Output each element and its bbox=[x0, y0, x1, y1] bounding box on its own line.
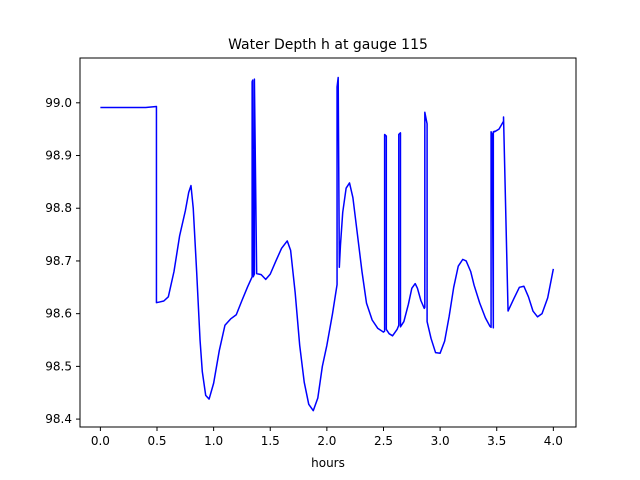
y-tick-label: 98.8 bbox=[45, 201, 72, 215]
x-tick-label: 0.5 bbox=[147, 434, 166, 448]
x-tick-label: 1.5 bbox=[261, 434, 280, 448]
x-tick-label: 1.0 bbox=[204, 434, 223, 448]
plot-area bbox=[100, 76, 555, 412]
x-tick-label: 4.0 bbox=[544, 434, 563, 448]
y-tick-label: 98.6 bbox=[45, 307, 72, 321]
y-tick-label: 98.5 bbox=[45, 359, 72, 373]
chart-title: Water Depth h at gauge 115 bbox=[228, 37, 428, 53]
x-tick-label: 0.0 bbox=[91, 434, 110, 448]
y-axis-ticks: 98.4 98.5 98.6 98.7 98.8 98.9 99.0 bbox=[45, 96, 80, 426]
x-tick-label: 3.0 bbox=[431, 434, 450, 448]
y-tick-label: 98.4 bbox=[45, 412, 72, 426]
axes-frame bbox=[79, 57, 577, 428]
x-tick-label: 2.5 bbox=[374, 434, 393, 448]
x-axis-label: hours bbox=[311, 456, 345, 470]
series-line-0 bbox=[100, 76, 555, 412]
y-tick-label: 98.9 bbox=[45, 149, 72, 163]
x-tick-label: 2.0 bbox=[317, 434, 336, 448]
x-axis-ticks: 0.0 0.5 1.0 1.5 2.0 2.5 3.0 3.5 4.0 bbox=[91, 427, 563, 448]
x-tick-label: 3.5 bbox=[487, 434, 506, 448]
y-tick-label: 99.0 bbox=[45, 96, 72, 110]
y-tick-label: 98.7 bbox=[45, 254, 72, 268]
